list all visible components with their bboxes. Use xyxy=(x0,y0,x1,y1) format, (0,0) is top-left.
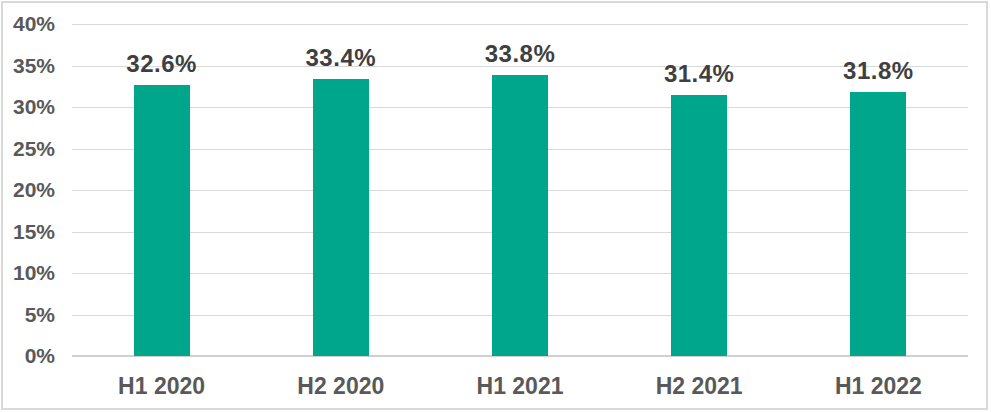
x-axis-category-label: H1 2022 xyxy=(798,372,958,400)
x-axis-category-label: H2 2021 xyxy=(619,372,779,400)
bar xyxy=(492,75,548,356)
y-axis-tick-label: 35% xyxy=(0,53,55,79)
bar xyxy=(850,92,906,356)
y-axis-tick-label: 10% xyxy=(0,260,55,286)
bar-data-label: 33.4% xyxy=(271,43,411,73)
bar xyxy=(671,95,727,356)
y-axis-tick-label: 30% xyxy=(0,94,55,120)
bar-chart: 0% 5% 10% 15% 20% 25% 30% 35% 40% 32.6% 33.4% 33.8… xyxy=(0,0,991,412)
gridline xyxy=(72,24,968,25)
x-axis-category-label: H2 2020 xyxy=(261,372,421,400)
bar-data-label: 31.8% xyxy=(808,56,948,86)
bar-data-label: 32.6% xyxy=(92,49,232,79)
bar xyxy=(134,85,190,356)
y-axis-tick-label: 15% xyxy=(0,219,55,245)
y-axis-tick-label: 5% xyxy=(0,302,55,328)
x-axis-category-label: H1 2020 xyxy=(82,372,242,400)
bar-data-label: 33.8% xyxy=(450,39,590,69)
y-axis-tick-label: 20% xyxy=(0,177,55,203)
y-axis-tick-label: 0% xyxy=(0,343,55,369)
y-axis-tick-label: 25% xyxy=(0,136,55,162)
y-axis-tick-label: 40% xyxy=(0,11,55,37)
bar xyxy=(313,79,369,356)
bar-data-label: 31.4% xyxy=(629,59,769,89)
x-axis-category-label: H1 2021 xyxy=(440,372,600,400)
